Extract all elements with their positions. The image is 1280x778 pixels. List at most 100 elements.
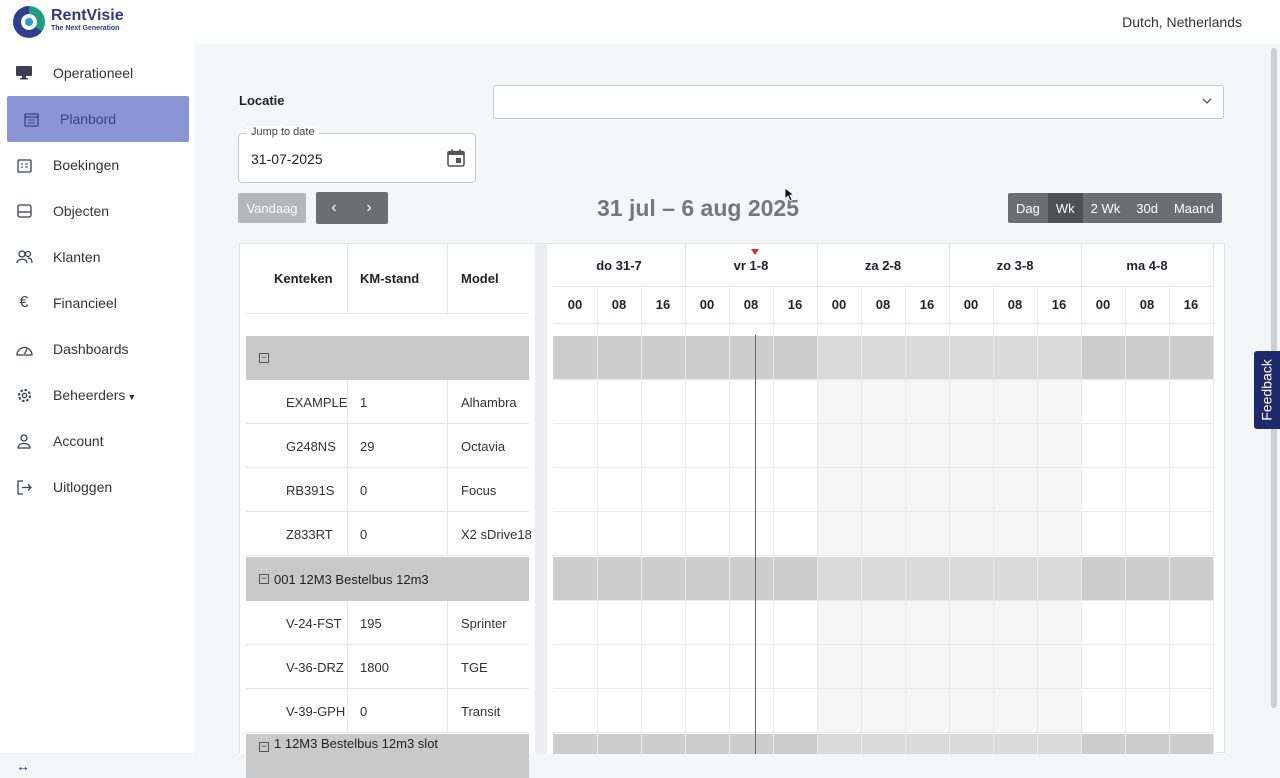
- language-selector[interactable]: Dutch, Netherlands: [1122, 14, 1242, 30]
- cell-km-stand[interactable]: 1800: [360, 659, 389, 675]
- collapse-toggle-icon[interactable]: −: [259, 353, 269, 363]
- sidebar-item-dashboards[interactable]: Dashboards: [0, 326, 195, 372]
- column-resizer[interactable]: [535, 244, 547, 754]
- cell-model[interactable]: Sprinter: [461, 615, 507, 631]
- previous-button[interactable]: ‹: [331, 199, 337, 216]
- cell-kenteken[interactable]: Z833RT: [286, 526, 333, 542]
- table-row[interactable]: [246, 380, 529, 424]
- collapse-toggle-icon[interactable]: −: [259, 574, 269, 584]
- day-cell[interactable]: [1081, 424, 1213, 468]
- group-row[interactable]: − 001 12M3 Bestelbus 12m3: [246, 557, 529, 601]
- calendar-picker-icon[interactable]: [447, 149, 465, 167]
- header-km-stand[interactable]: KM-stand: [360, 271, 420, 286]
- day-cell[interactable]: [1081, 380, 1213, 424]
- jump-to-date-value[interactable]: 31-07-2025: [251, 151, 323, 167]
- cell-model[interactable]: Alhambra: [461, 394, 517, 410]
- table-row[interactable]: [246, 424, 529, 468]
- table-row[interactable]: [246, 689, 529, 733]
- day-cell[interactable]: [817, 601, 949, 645]
- day-cell[interactable]: [1081, 601, 1213, 645]
- day-cell[interactable]: [553, 468, 685, 512]
- collapse-toggle-icon[interactable]: −: [259, 742, 269, 752]
- day-cell[interactable]: [949, 424, 1081, 468]
- sidebar-item-beheerders[interactable]: Beheerders ▼: [0, 372, 195, 418]
- day-cell[interactable]: [1081, 645, 1213, 689]
- day-cell[interactable]: [553, 512, 685, 556]
- feedback-tab[interactable]: Feedback: [1254, 351, 1280, 429]
- sidebar-item-objecten[interactable]: Objecten: [0, 188, 195, 234]
- day-cell[interactable]: [817, 380, 949, 424]
- sidebar-item-planbord[interactable]: Planbord: [7, 96, 189, 142]
- view-2wk-button[interactable]: 2 Wk: [1090, 200, 1121, 216]
- cell-km-stand[interactable]: 195: [360, 615, 382, 631]
- sidebar-item-boekingen[interactable]: Boekingen: [0, 142, 195, 188]
- sidebar-item-uitloggen[interactable]: Uitloggen: [0, 464, 195, 510]
- day-cell[interactable]: [949, 645, 1081, 689]
- today-button[interactable]: Vandaag: [238, 193, 306, 223]
- table-row[interactable]: [246, 512, 529, 556]
- day-cell[interactable]: [685, 380, 817, 424]
- cell-model[interactable]: X2 sDrive18: [461, 526, 532, 542]
- jump-to-date-field[interactable]: Jump to date 31-07-2025: [238, 126, 476, 183]
- table-row[interactable]: [246, 601, 529, 645]
- day-cell[interactable]: [553, 601, 685, 645]
- cell-kenteken[interactable]: V-24-FST: [286, 615, 342, 631]
- cell-kenteken[interactable]: RB391S: [286, 482, 335, 498]
- cell-kenteken[interactable]: G248NS: [286, 438, 336, 454]
- day-cell[interactable]: [949, 512, 1081, 556]
- location-select[interactable]: [493, 85, 1224, 119]
- cell-model[interactable]: TGE: [461, 659, 488, 675]
- day-cell[interactable]: [685, 645, 817, 689]
- day-cell[interactable]: [817, 645, 949, 689]
- day-cell[interactable]: [685, 468, 817, 512]
- day-cell[interactable]: [817, 468, 949, 512]
- next-button[interactable]: ›: [366, 199, 372, 216]
- day-cell[interactable]: [553, 689, 685, 733]
- header-model[interactable]: Model: [461, 271, 499, 286]
- sidebar-item-financieel[interactable]: € Financieel: [0, 280, 195, 326]
- cell-model[interactable]: Transit: [461, 703, 501, 719]
- sidebar-item-operationeel[interactable]: Operationeel: [0, 50, 195, 96]
- collapse-sidebar-button[interactable]: ↔: [16, 758, 30, 774]
- sidebar-item-account[interactable]: Account: [0, 418, 195, 464]
- day-cell[interactable]: [949, 468, 1081, 512]
- cell-kenteken[interactable]: V-39-GPH: [286, 703, 346, 719]
- cell-kenteken[interactable]: EXAMPLE: [286, 394, 348, 410]
- view-wk-button[interactable]: Wk: [1047, 193, 1083, 223]
- view-30d-button[interactable]: 30d: [1136, 200, 1158, 216]
- day-cell[interactable]: [817, 424, 949, 468]
- cell-km-stand[interactable]: 0: [360, 526, 368, 542]
- day-cell[interactable]: [553, 380, 685, 424]
- cell-model[interactable]: Focus: [461, 482, 497, 498]
- day-cell[interactable]: [685, 689, 817, 733]
- group-row[interactable]: − 1 12M3 Bestelbus 12m3 slot: [246, 734, 529, 778]
- day-cell[interactable]: [553, 645, 685, 689]
- day-cell[interactable]: [949, 601, 1081, 645]
- view-maand-button[interactable]: Maand: [1173, 200, 1214, 216]
- cell-kenteken[interactable]: V-36-DRZ: [286, 659, 344, 675]
- cell-km-stand[interactable]: 0: [360, 703, 368, 719]
- header-kenteken[interactable]: Kenteken: [274, 271, 333, 286]
- group-row[interactable]: −: [246, 336, 529, 380]
- day-cell[interactable]: [817, 689, 949, 733]
- day-cell[interactable]: [949, 689, 1081, 733]
- day-cell[interactable]: [685, 601, 817, 645]
- cell-model[interactable]: Octavia: [461, 438, 506, 454]
- day-cell[interactable]: [1081, 512, 1213, 556]
- day-cell[interactable]: [1081, 689, 1213, 733]
- cell-km-stand[interactable]: 1: [360, 394, 368, 410]
- day-cell[interactable]: [817, 512, 949, 556]
- day-cell[interactable]: [685, 424, 817, 468]
- day-cell[interactable]: [553, 424, 685, 468]
- cell-km-stand[interactable]: 0: [360, 482, 368, 498]
- day-cell[interactable]: [685, 512, 817, 556]
- table-row[interactable]: [246, 645, 529, 689]
- day-cell[interactable]: [949, 380, 1081, 424]
- cell-km-stand[interactable]: 29: [360, 438, 375, 454]
- app-logo[interactable]: RentVisie The Next Generation: [13, 6, 133, 38]
- view-dag-button[interactable]: Dag: [1016, 200, 1040, 216]
- table-row[interactable]: [246, 468, 529, 512]
- calendar-grid[interactable]: do 31-7 00 08 16 vr 1-8 00 08 16 za 2-8 00 08 16 zo …: [547, 244, 1215, 754]
- sidebar-item-klanten[interactable]: Klanten: [0, 234, 195, 280]
- day-cell[interactable]: [1081, 468, 1213, 512]
